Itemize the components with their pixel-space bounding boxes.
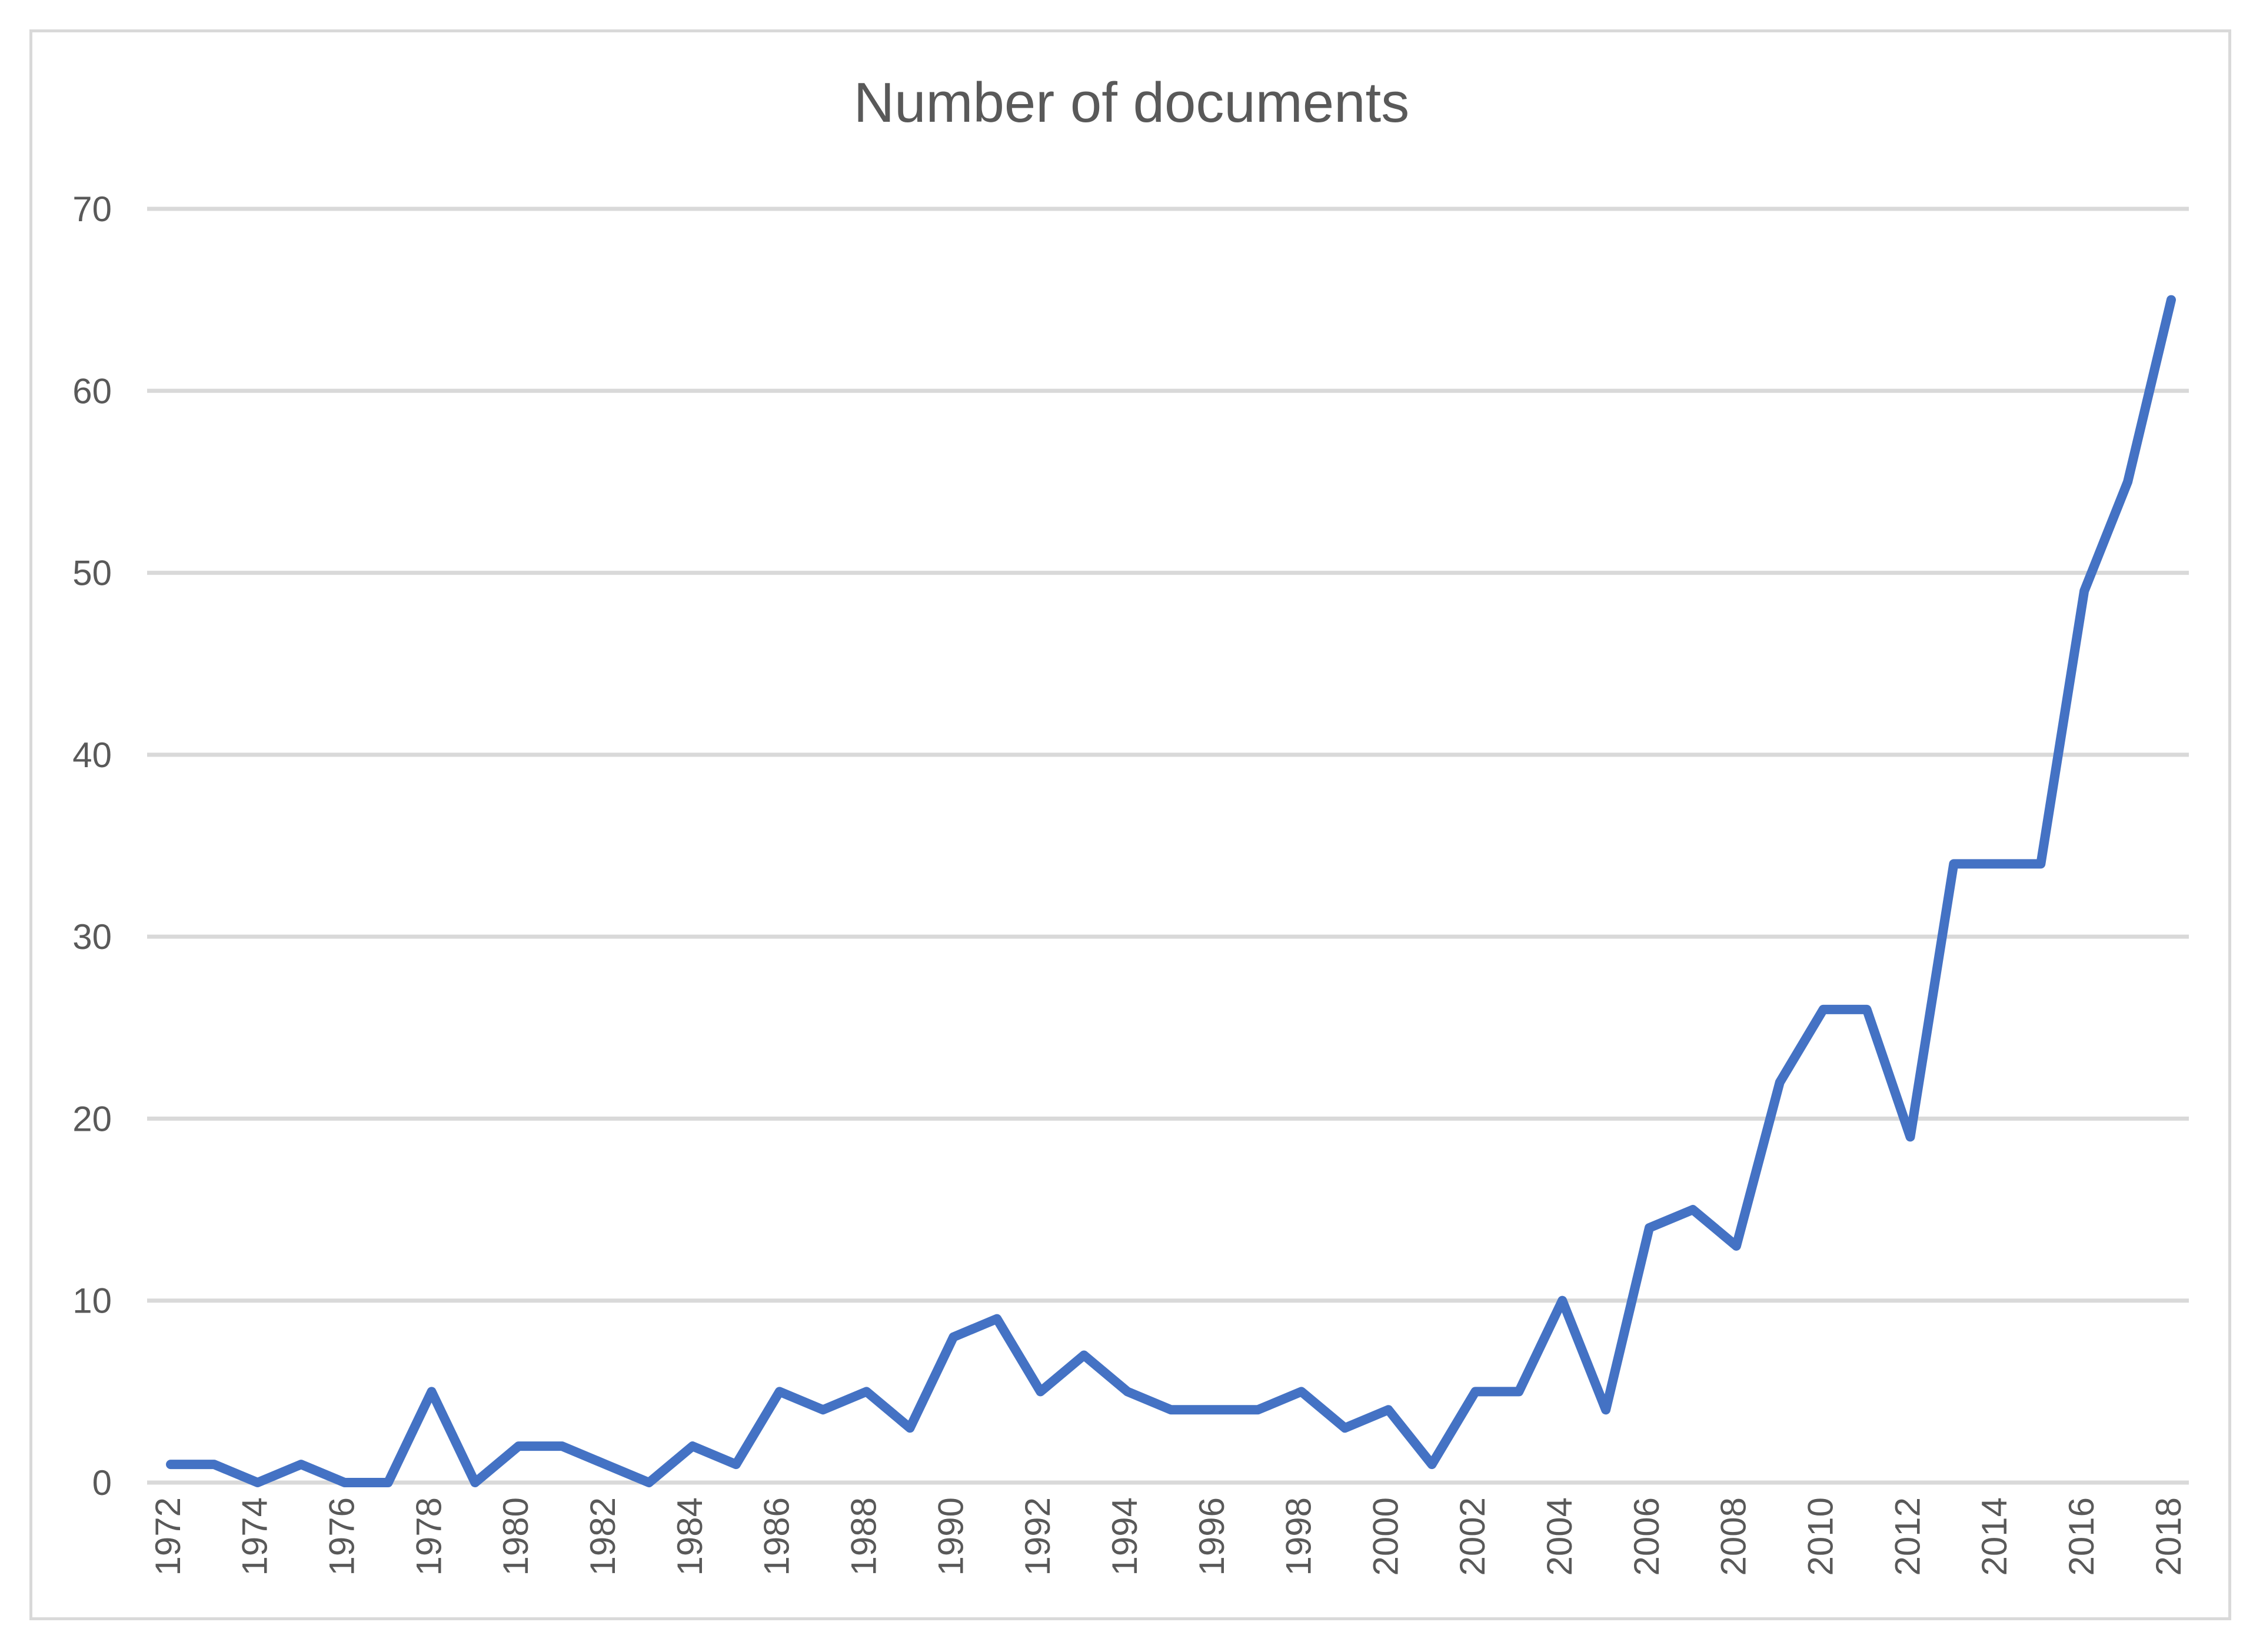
x-tick-label: 1988 [844, 1497, 883, 1576]
series-layer [166, 295, 2176, 1487]
x-tick-label: 1984 [670, 1497, 710, 1576]
y-tick-label: 10 [72, 1281, 112, 1321]
y-tick-label: 70 [72, 189, 112, 229]
x-tick-label: 1980 [496, 1497, 535, 1576]
x-tick-label: 2004 [1540, 1497, 1579, 1576]
x-tick-label: 1998 [1279, 1497, 1319, 1576]
x-tick-label: 1974 [235, 1497, 275, 1576]
x-tick-label: 1982 [583, 1497, 623, 1576]
series-line [166, 295, 2176, 1487]
x-tick-label: 2000 [1366, 1497, 1405, 1576]
x-tick-label: 2002 [1453, 1497, 1492, 1576]
chart-frame [29, 29, 2231, 1620]
x-tick-label: 2008 [1714, 1497, 1753, 1576]
x-tick-label: 2006 [1627, 1497, 1666, 1576]
x-tick-label: 1996 [1192, 1497, 1232, 1576]
x-tick-label: 2018 [2149, 1497, 2188, 1576]
y-tick-label: 40 [72, 735, 112, 775]
x-tick-label: 2014 [1975, 1497, 2014, 1576]
y-tick-label: 30 [72, 917, 112, 957]
chart-title: Number of documents [853, 71, 1410, 134]
x-tick-label: 1972 [148, 1497, 188, 1576]
y-tick-label: 60 [72, 371, 112, 411]
x-axis-tick-labels: 1972 1974 1976 1978 1980 1982 1984 1986 1988 1990… [148, 1497, 2188, 1576]
x-tick-label: 2016 [2062, 1497, 2101, 1576]
x-tick-label: 1976 [322, 1497, 361, 1576]
y-axis-tick-labels: 0 10 20 30 40 50 60 70 [72, 189, 112, 1503]
x-tick-label: 2010 [1801, 1497, 1841, 1576]
y-tick-label: 50 [72, 554, 112, 593]
gridlines [147, 206, 2189, 1485]
x-tick-label: 1986 [757, 1497, 797, 1576]
x-tick-label: 1978 [409, 1497, 448, 1576]
x-tick-label: 1994 [1105, 1497, 1144, 1576]
x-tick-label: 1990 [931, 1497, 970, 1576]
x-tick-label: 2012 [1888, 1497, 1927, 1576]
y-tick-label: 20 [72, 1099, 112, 1138]
y-tick-label: 0 [92, 1463, 112, 1503]
x-tick-label: 1992 [1018, 1497, 1057, 1576]
